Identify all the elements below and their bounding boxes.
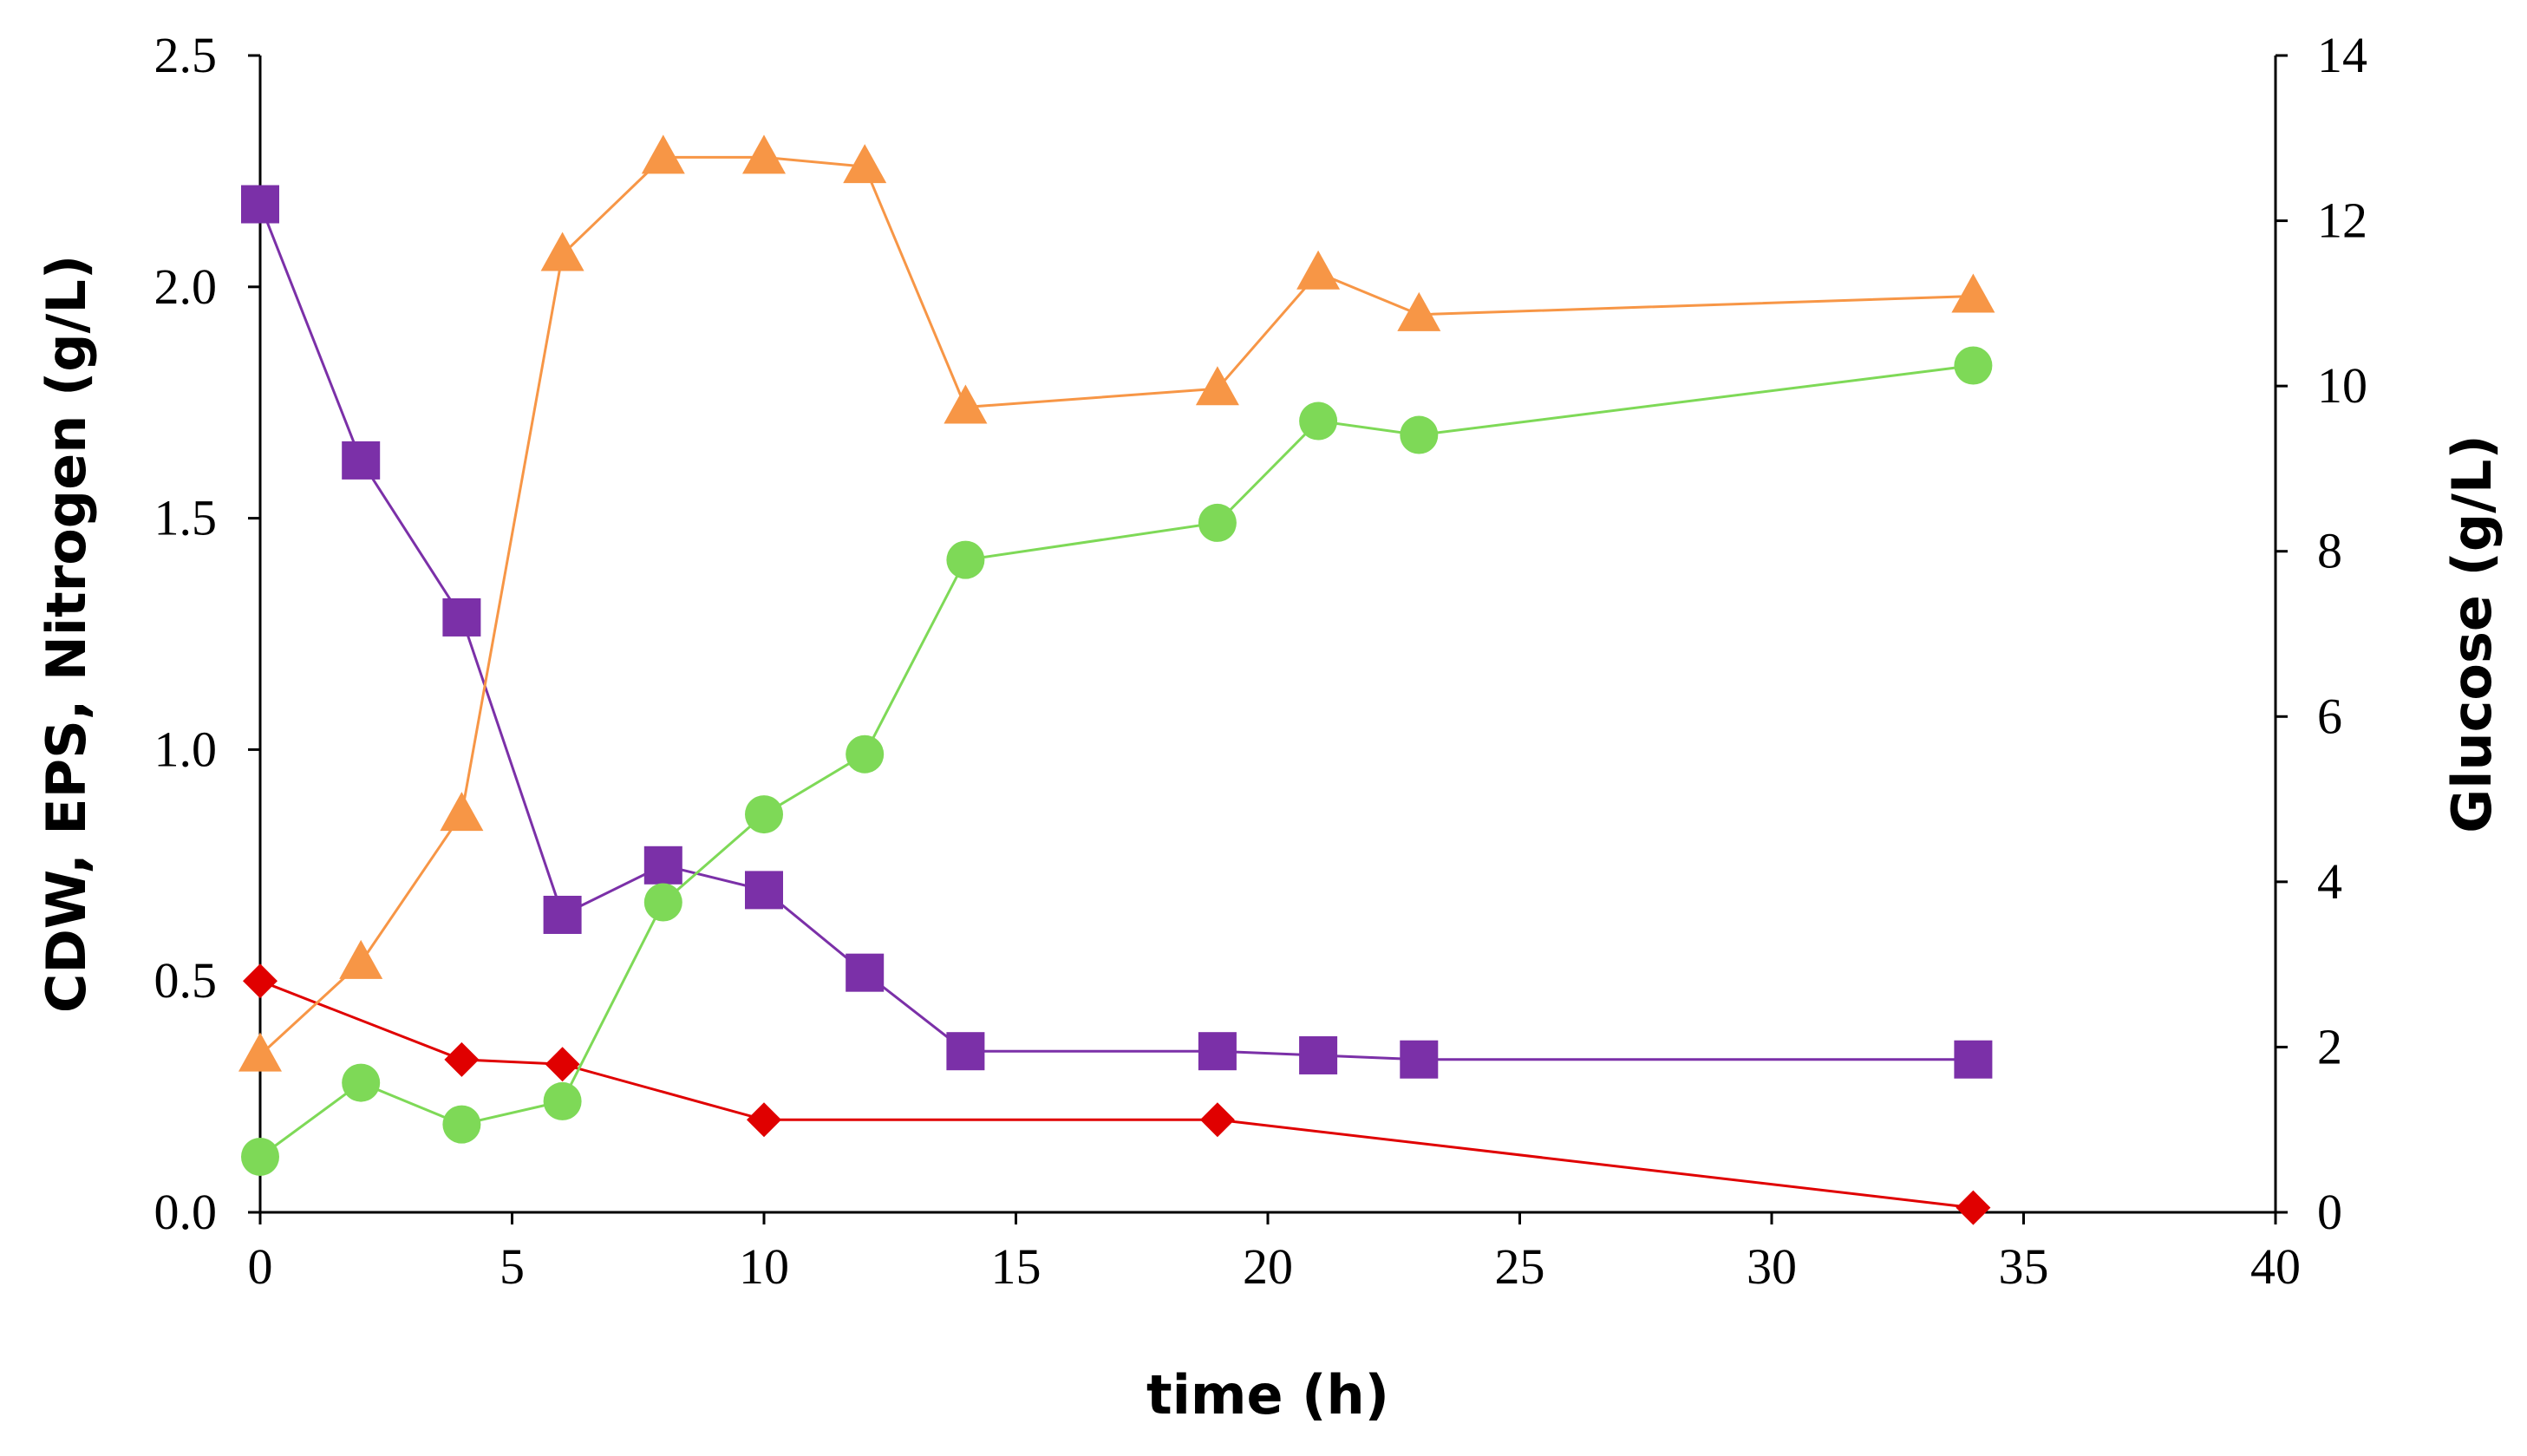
data-point-eps: [543, 1081, 582, 1120]
data-point-glucose: [241, 185, 279, 224]
x-tick-label: 15: [991, 1238, 1041, 1295]
x-tick-label: 40: [2250, 1238, 2301, 1295]
data-point-cdw: [1951, 273, 1995, 313]
series-line-nitrogen: [259, 979, 1974, 1210]
x-tick-label: 10: [739, 1238, 789, 1295]
data-point-eps: [1299, 402, 1338, 441]
x-tick-label: 30: [1747, 1238, 1797, 1295]
data-point-cdw: [1296, 250, 1341, 290]
data-point-glucose: [1299, 1035, 1338, 1074]
series-line-eps: [259, 364, 1974, 1159]
y-tick-label-right: 8: [2317, 523, 2342, 579]
data-point-glucose: [846, 953, 885, 992]
data-point-cdw: [440, 792, 484, 832]
data-point-glucose: [745, 871, 783, 910]
data-point-nitrogen: [1199, 1102, 1235, 1138]
y-tick-label-right: 0: [2317, 1184, 2342, 1240]
data-point-eps: [946, 540, 985, 579]
data-point-glucose: [342, 441, 381, 480]
x-tick-label: 35: [1999, 1238, 2049, 1295]
data-point-eps: [745, 795, 783, 834]
y-tick-label-left: 0.5: [154, 952, 218, 1009]
data-point-nitrogen: [243, 963, 278, 999]
y-tick-label-left: 1.0: [154, 721, 218, 777]
data-point-cdw: [843, 144, 887, 184]
series-layer: [238, 134, 1995, 1225]
data-point-glucose: [946, 1032, 985, 1071]
x-axis-title: time (h): [1146, 1363, 1389, 1427]
data-point-cdw: [540, 232, 584, 271]
y-tick-label-right: 14: [2317, 27, 2367, 83]
data-point-cdw: [1195, 366, 1239, 406]
y-axis-title-left: CDW, EPS, Nitrogen (g/L): [35, 255, 98, 1013]
data-point-glucose: [442, 597, 481, 637]
y-tick-label-left: 2.0: [154, 258, 218, 315]
y-tick-label-left: 1.5: [154, 490, 218, 546]
data-point-eps: [1198, 503, 1237, 542]
series-nitrogen: [243, 963, 1991, 1225]
data-point-glucose: [1198, 1032, 1237, 1071]
data-point-cdw: [1397, 291, 1441, 331]
x-tick-label: 20: [1243, 1238, 1293, 1295]
series-line-glucose: [258, 203, 1974, 1061]
data-point-cdw: [944, 384, 988, 424]
data-point-cdw: [742, 134, 786, 174]
y-tick-label-left: 2.5: [154, 27, 218, 83]
data-point-nitrogen: [1956, 1190, 1991, 1225]
y-ticks-left: 0.0 0.5 1.0 1.5 2.0 2.5: [154, 27, 260, 1240]
y-tick-label-right: 10: [2317, 357, 2367, 414]
data-point-cdw: [238, 1032, 282, 1072]
y-tick-label-right: 2: [2317, 1018, 2342, 1074]
y-axis-title-right: Glucose (g/L): [2440, 434, 2504, 832]
series-line-cdw: [258, 155, 1974, 1056]
y-tick-label-right: 4: [2317, 853, 2342, 910]
x-tick-label: 0: [248, 1238, 273, 1295]
data-point-eps: [442, 1105, 481, 1144]
data-point-nitrogen: [545, 1047, 580, 1082]
axes: [258, 55, 2277, 1214]
data-point-glucose: [643, 846, 682, 885]
x-tick-label: 5: [500, 1238, 525, 1295]
series-glucose: [241, 185, 1993, 1079]
y-tick-label-right: 6: [2317, 688, 2342, 744]
data-point-glucose: [543, 895, 582, 934]
y-tick-label-left: 0.0: [154, 1184, 218, 1240]
series-cdw: [238, 134, 1995, 1072]
data-point-eps: [643, 883, 682, 922]
x-tick-label: 25: [1495, 1238, 1545, 1295]
data-point-eps: [1954, 346, 1993, 385]
data-point-eps: [241, 1137, 279, 1176]
data-point-glucose: [1400, 1040, 1439, 1079]
data-point-eps: [342, 1063, 381, 1102]
data-point-nitrogen: [444, 1041, 480, 1077]
y-ticks-right: 0 2 4 6 8 10 12 14: [2276, 27, 2367, 1240]
data-point-eps: [846, 735, 885, 774]
data-point-nitrogen: [747, 1102, 781, 1138]
data-point-cdw: [339, 939, 383, 979]
y-tick-label-right: 12: [2317, 193, 2367, 249]
data-point-eps: [1400, 415, 1439, 454]
data-point-glucose: [1954, 1040, 1993, 1079]
data-point-cdw: [641, 134, 685, 174]
x-ticks: 0 5 10 15 20 25 30 35 40: [248, 1212, 2301, 1295]
series-eps: [241, 346, 1993, 1176]
